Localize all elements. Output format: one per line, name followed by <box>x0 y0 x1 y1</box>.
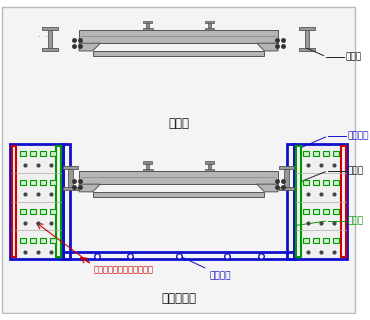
Bar <box>20 180 26 185</box>
Bar <box>20 209 26 214</box>
Bar <box>299 48 314 51</box>
Bar <box>205 20 214 23</box>
Bar <box>63 252 295 260</box>
Bar <box>295 144 347 260</box>
Bar <box>313 180 319 185</box>
Text: ·  ·: · · <box>38 33 47 42</box>
Text: 埋設型枠: 埋設型枠 <box>347 132 369 140</box>
Bar <box>287 144 295 260</box>
Bar <box>205 162 214 164</box>
Bar <box>146 164 149 169</box>
Bar <box>20 151 26 156</box>
Bar <box>79 30 278 43</box>
Bar <box>40 238 46 243</box>
Bar <box>40 209 46 214</box>
Bar <box>50 180 56 185</box>
Bar <box>279 187 295 190</box>
Bar <box>146 23 149 28</box>
Bar <box>11 146 16 258</box>
Bar <box>63 166 78 169</box>
Bar <box>63 187 78 190</box>
Bar <box>303 238 309 243</box>
Bar <box>341 146 346 258</box>
Text: 工事桁: 工事桁 <box>168 116 189 130</box>
Bar <box>10 144 63 260</box>
Bar <box>20 238 26 243</box>
Bar <box>313 238 319 243</box>
Bar <box>333 238 339 243</box>
Bar <box>30 209 36 214</box>
Bar <box>313 209 319 214</box>
Bar <box>303 209 309 214</box>
Polygon shape <box>79 184 100 192</box>
Bar <box>50 238 56 243</box>
Bar <box>299 27 314 30</box>
Bar <box>63 144 70 260</box>
Bar <box>56 146 61 258</box>
Text: 工事桁: 工事桁 <box>346 52 361 61</box>
Bar <box>323 151 329 156</box>
Bar <box>205 169 214 171</box>
Polygon shape <box>79 43 100 51</box>
Bar <box>143 20 152 23</box>
Bar <box>68 169 73 187</box>
Bar <box>333 151 339 156</box>
Bar <box>323 209 329 214</box>
Bar <box>205 28 214 30</box>
Bar <box>92 51 265 56</box>
Polygon shape <box>257 184 278 192</box>
Bar <box>48 30 53 48</box>
Bar <box>333 180 339 185</box>
Bar <box>30 180 36 185</box>
Bar <box>143 28 152 30</box>
Text: 本設利用桁: 本設利用桁 <box>161 292 196 305</box>
Bar <box>303 180 309 185</box>
Bar <box>323 238 329 243</box>
Bar <box>296 146 301 258</box>
Bar <box>208 164 211 169</box>
Bar <box>43 48 58 51</box>
Bar <box>208 23 211 28</box>
Bar <box>50 209 56 214</box>
Bar <box>40 151 46 156</box>
Text: 補強桁: 補強桁 <box>347 216 364 225</box>
Bar <box>92 192 265 197</box>
Text: 高流動コンクリート充てん: 高流動コンクリート充てん <box>94 265 154 274</box>
Bar <box>305 30 309 48</box>
Bar <box>143 169 152 171</box>
Bar <box>285 169 289 187</box>
Bar <box>313 151 319 156</box>
Bar <box>279 166 295 169</box>
Bar <box>323 180 329 185</box>
Polygon shape <box>257 43 278 51</box>
Bar <box>333 209 339 214</box>
Bar <box>79 171 278 184</box>
Bar <box>50 151 56 156</box>
Text: 埋設型枠: 埋設型枠 <box>209 271 231 280</box>
Bar <box>143 162 152 164</box>
Bar <box>30 238 36 243</box>
Bar <box>30 151 36 156</box>
Bar <box>40 180 46 185</box>
Bar <box>303 151 309 156</box>
Text: 工事桁: 工事桁 <box>347 166 364 175</box>
Bar <box>43 27 58 30</box>
